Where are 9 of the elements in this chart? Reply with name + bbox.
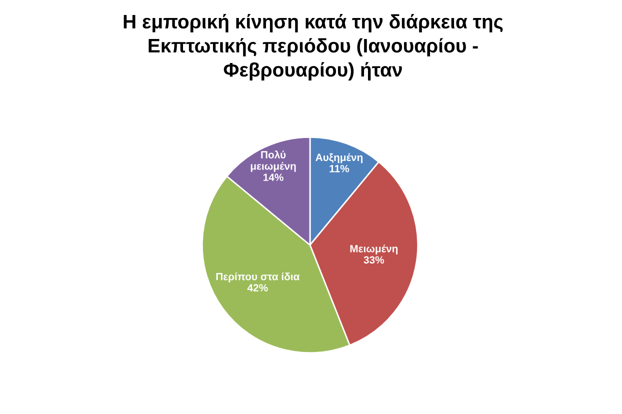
- slice-label: Πολύ μειωμένη: [250, 150, 296, 172]
- data-label: 14%: [264, 174, 284, 181]
- data-label: 42%: [247, 284, 268, 292]
- data-label: 33%: [364, 256, 384, 264]
- slice-label: Μειωμένη: [350, 244, 398, 254]
- slice-label: Περίπου στα ίδια: [216, 272, 300, 282]
- chart-title: Η εμπορική κίνηση κατά την διάρκεια της Εκπτωτικής περιόδου (Ιανουαρίου - Φεβρουαρίου) ήταν: [124, 14, 503, 81]
- data-label: 11%: [330, 164, 350, 172]
- slice-label: Αυξημένη: [316, 153, 362, 164]
